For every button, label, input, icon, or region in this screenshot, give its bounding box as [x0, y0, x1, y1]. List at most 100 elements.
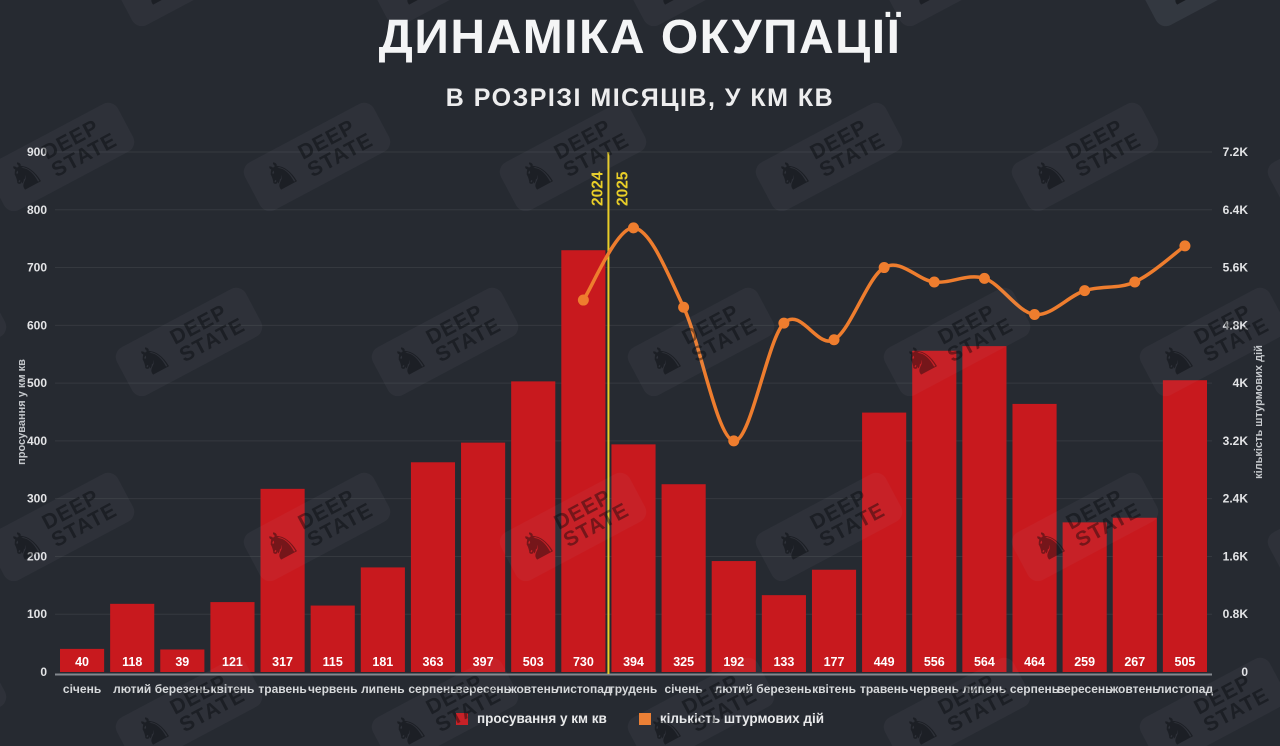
month-label: липень: [963, 682, 1007, 696]
bar: [611, 444, 656, 672]
bar: [811, 569, 857, 672]
bar-value-label: 192: [723, 655, 744, 669]
line-marker: [978, 272, 990, 284]
line-marker: [1079, 285, 1091, 297]
month-label: червень: [910, 682, 960, 696]
bar: [661, 484, 706, 672]
bar-value-label: 505: [1175, 655, 1196, 669]
line-marker: [678, 301, 690, 313]
line-series: [577, 222, 1191, 447]
bar-value-label: 118: [122, 655, 142, 669]
right-tick-label: 5.6K: [1223, 261, 1249, 275]
line-marker: [878, 262, 890, 274]
assaults-line: [581, 226, 1187, 443]
bar-value-label: 556: [924, 655, 945, 669]
bar-value-label: 39: [175, 655, 189, 669]
left-tick-label: 100: [27, 607, 47, 621]
left-tick-label: 600: [27, 318, 47, 332]
left-tick-label: 900: [27, 145, 47, 159]
line-series-swatch: [638, 712, 651, 725]
month-label: травень: [258, 682, 306, 696]
month-label: січень: [664, 682, 702, 696]
bar: [912, 350, 957, 672]
year-label-2025: 2025: [614, 171, 631, 206]
bar: [862, 412, 907, 672]
line-marker: [1129, 276, 1141, 288]
right-tick-label: 7.2K: [1223, 145, 1249, 159]
left-tick-label: 400: [27, 434, 47, 448]
left-tick-label: 800: [27, 203, 47, 217]
bar-value-label: 317: [272, 655, 293, 669]
bar-value-label: 133: [773, 655, 794, 669]
chart-title: ДИНАМІКА ОКУПАЦІЇ: [378, 11, 902, 64]
bar-value-label: 181: [372, 655, 393, 669]
bar: [761, 595, 806, 672]
bar: [310, 605, 355, 672]
month-label: квітень: [211, 682, 255, 696]
line-marker: [928, 276, 940, 288]
bar-value-labels: 40 118 39 121 317 115 181 363 397 503 730 394 325 192…: [75, 655, 1195, 669]
month-label: вересень: [455, 682, 511, 696]
right-tick-label: 4.8K: [1223, 318, 1249, 332]
bar: [1112, 517, 1157, 672]
bar: [511, 381, 556, 672]
line-marker: [728, 435, 740, 447]
month-label: травень: [860, 682, 908, 696]
line-marker: [1029, 309, 1041, 320]
left-tick-label: 500: [27, 376, 47, 390]
right-tick-label: 6.4K: [1223, 203, 1249, 217]
bar-value-label: 730: [573, 655, 594, 669]
bar: [962, 346, 1007, 672]
bar: [711, 561, 756, 672]
bar: [160, 649, 205, 672]
bar-value-label: 325: [673, 655, 694, 669]
bar-value-label: 363: [423, 655, 444, 669]
month-label: квітень: [812, 682, 856, 696]
line-marker: [778, 317, 790, 329]
month-label: грудень: [610, 682, 657, 696]
bar-series-swatch: [455, 712, 468, 725]
bar-value-label: 449: [874, 655, 895, 669]
legend: просування у км кв кількість штурмових д…: [0, 711, 1280, 726]
left-axis-ticks: 0 100 200 300 400 500 600 700 800 900: [27, 145, 47, 679]
chart-subtitle: В РОЗРІЗІ МІСЯЦІВ, У КМ КВ: [445, 84, 835, 112]
month-label: серпень: [408, 682, 457, 696]
month-label: січень: [63, 682, 101, 696]
bar: [561, 250, 606, 672]
bar-series: [60, 250, 1207, 672]
month-label: червень: [308, 682, 358, 696]
month-label: серпень: [1010, 682, 1059, 696]
right-tick-label: 4K: [1233, 376, 1249, 390]
legend-label: кількість штурмових дій: [659, 711, 825, 726]
legend-item-assaults: кількість штурмових дій: [638, 711, 825, 726]
line-marker: [1179, 240, 1191, 252]
bar-value-label: 464: [1024, 655, 1045, 669]
right-tick-label: 0: [1241, 665, 1248, 679]
bar: [110, 603, 155, 672]
bar-value-label: 267: [1124, 655, 1145, 669]
bar-value-label: 259: [1074, 655, 1095, 669]
bar-value-label: 397: [473, 655, 494, 669]
month-label: лютий: [113, 682, 151, 696]
right-axis-ticks: 0 0.8K 1.6K 2.4K 3.2K 4K 4.8K 5.6K 6.4K 7.2K: [1223, 145, 1249, 679]
left-tick-label: 200: [27, 549, 47, 563]
bar: [360, 567, 405, 672]
bar: [1162, 380, 1207, 672]
left-axis-title: просування у км кв: [16, 359, 28, 465]
line-marker: [828, 334, 840, 346]
year-divider: 2024 2025: [589, 152, 631, 674]
right-tick-label: 2.4K: [1223, 492, 1249, 506]
bar-value-label: 177: [824, 655, 845, 669]
bar: [210, 602, 255, 672]
bar: [60, 648, 105, 672]
line-marker: [577, 294, 589, 306]
bar-value-label: 121: [222, 655, 243, 669]
right-tick-label: 1.6K: [1223, 549, 1249, 563]
right-tick-label: 3.2K: [1223, 434, 1249, 448]
month-label: жовтень: [1109, 682, 1160, 696]
bar-value-label: 503: [523, 655, 544, 669]
month-label: лютий: [715, 682, 753, 696]
bar: [260, 488, 305, 672]
right-axis-title: кількість штурмових дій: [1253, 345, 1265, 479]
